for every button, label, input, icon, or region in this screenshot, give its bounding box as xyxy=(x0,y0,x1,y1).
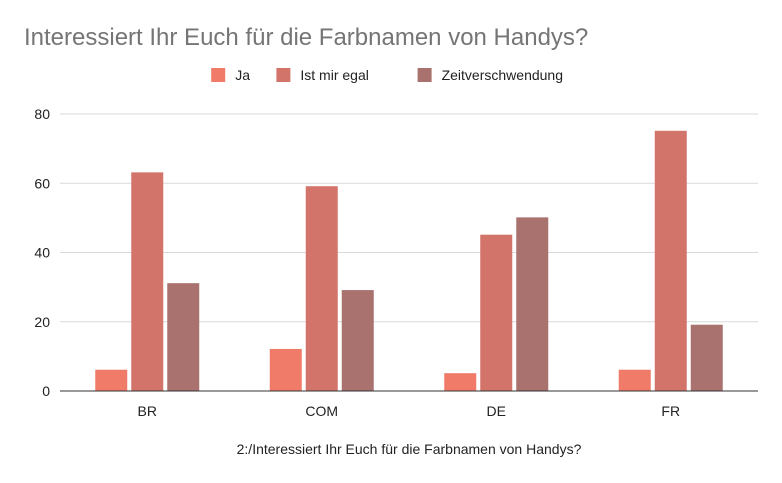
x-tick-label: FR xyxy=(661,403,680,419)
bar-com-2 xyxy=(305,186,338,392)
bar-br-1 xyxy=(95,369,128,392)
y-axis-ticks: 0 20 40 60 80 xyxy=(34,106,50,399)
chart-title: Interessiert Ihr Euch für die Farbnamen … xyxy=(24,24,589,51)
bar-fr-1 xyxy=(618,369,651,392)
legend-swatch xyxy=(211,68,226,82)
bar-com-1 xyxy=(269,348,302,392)
bar-de-2 xyxy=(480,234,513,392)
bar-de-1 xyxy=(444,373,477,392)
y-tick-label: 0 xyxy=(42,383,50,399)
bar-com-3 xyxy=(341,290,374,392)
bar-de-3 xyxy=(516,217,549,392)
legend-label: Ist mir egal xyxy=(300,67,368,83)
legend-label: Zeitverschwendung xyxy=(442,67,563,83)
legend-swatch xyxy=(276,68,291,82)
bar-fr-2 xyxy=(654,130,687,392)
y-tick-label: 20 xyxy=(34,314,50,330)
y-tick-label: 40 xyxy=(34,245,50,261)
x-axis-label: 2:/Interessiert Ihr Euch für die Farbnam… xyxy=(237,441,582,457)
y-tick-label: 80 xyxy=(34,106,50,122)
legend-label: Ja xyxy=(235,67,250,83)
x-tick-label: DE xyxy=(487,403,506,419)
bars xyxy=(95,130,723,392)
x-tick-label: BR xyxy=(138,403,157,419)
gridlines xyxy=(60,113,758,323)
bar-br-2 xyxy=(131,172,164,392)
y-tick-label: 60 xyxy=(34,175,50,191)
x-axis-ticks: BR COM DE FR xyxy=(138,403,681,419)
bar-fr-3 xyxy=(690,324,723,392)
bar-br-3 xyxy=(167,283,200,392)
legend: Ja Ist mir egal Zeitverschwendung xyxy=(211,67,563,83)
legend-swatch xyxy=(417,68,432,82)
x-tick-label: COM xyxy=(305,403,338,419)
